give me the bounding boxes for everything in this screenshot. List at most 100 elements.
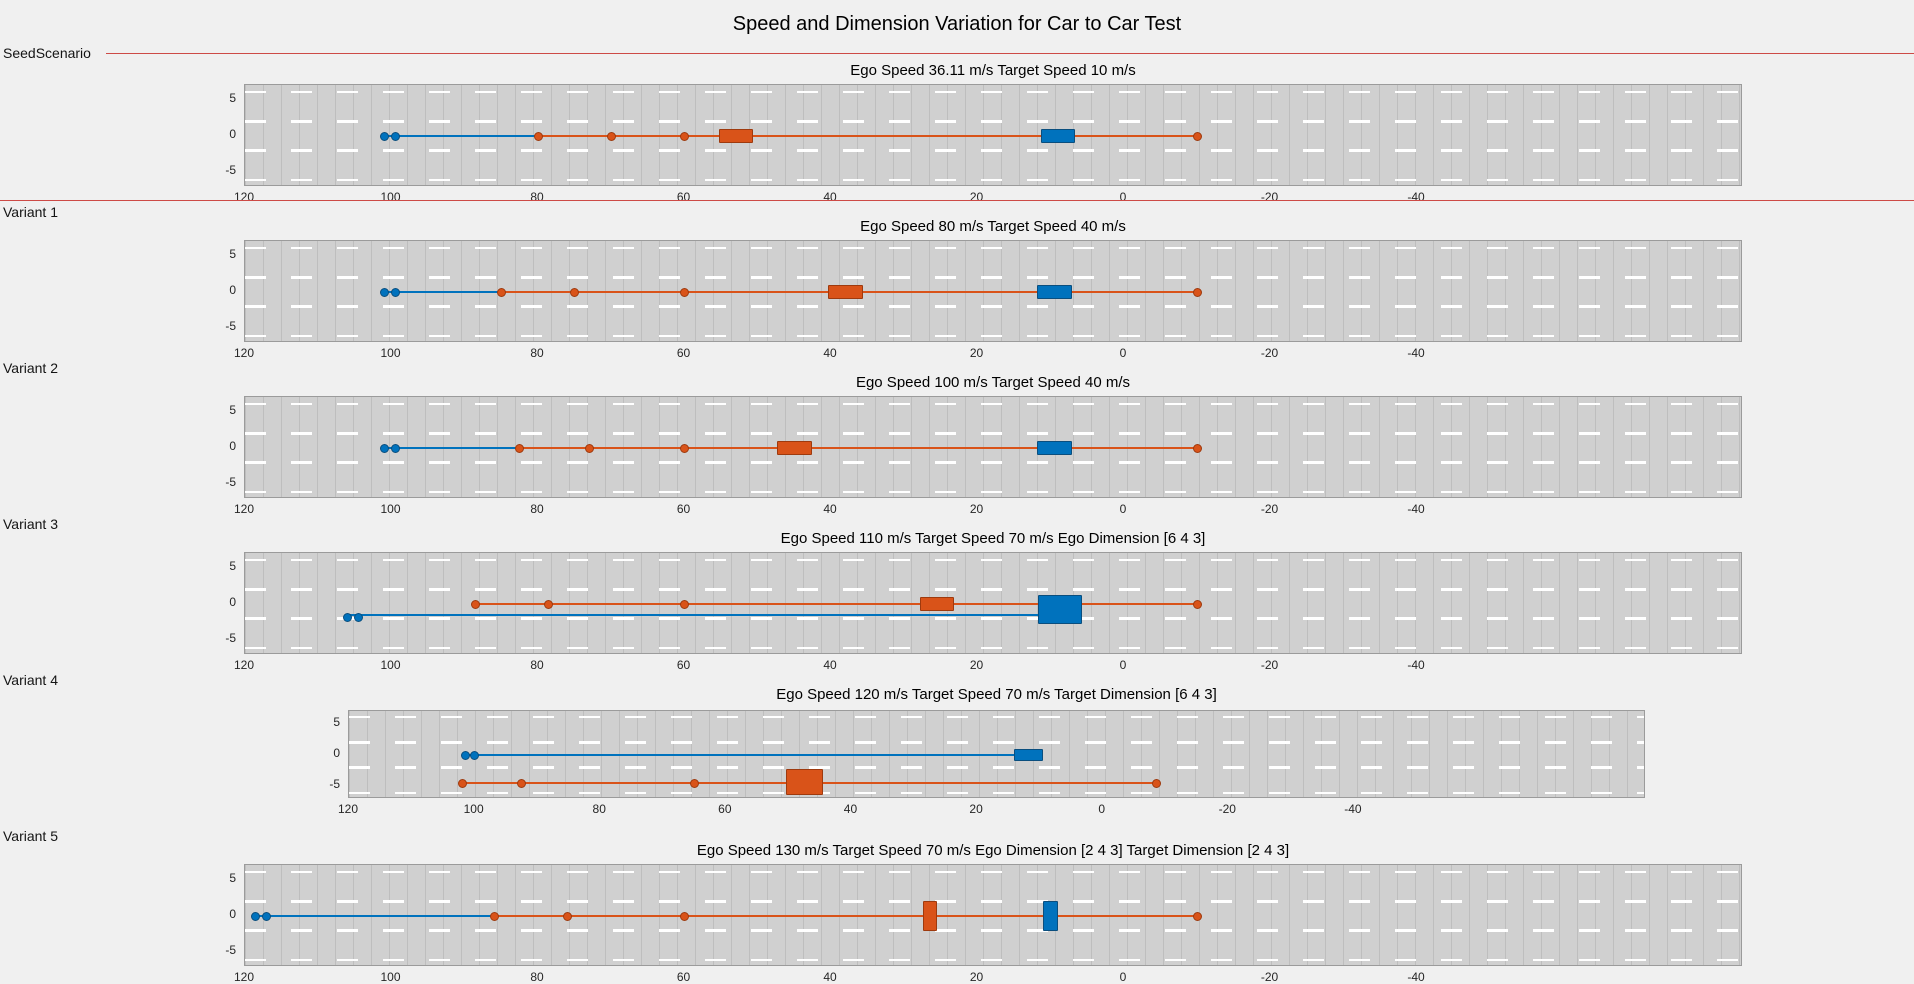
target-waypoint-dot bbox=[1192, 911, 1202, 921]
target-waypoint-dot bbox=[489, 911, 499, 921]
x-tick-label: 120 bbox=[233, 658, 255, 672]
target-waypoint-dot bbox=[606, 131, 616, 141]
x-tick-label: 0 bbox=[1119, 346, 1127, 360]
x-tick-label: -20 bbox=[1260, 970, 1279, 984]
x-tick-label: 80 bbox=[530, 346, 544, 360]
x-tick-label: 20 bbox=[969, 502, 984, 516]
x-tick-label: -40 bbox=[1344, 802, 1362, 816]
lane-marking bbox=[245, 617, 1741, 620]
target-waypoint-dot bbox=[584, 443, 594, 453]
x-tick-label: 120 bbox=[337, 802, 359, 816]
lane-marking bbox=[245, 305, 1741, 308]
ego-waypoint-dot bbox=[379, 443, 389, 453]
y-tick-label: 5 bbox=[229, 558, 236, 573]
ego-waypoint-dot bbox=[390, 287, 400, 297]
plot-title: Ego Speed 110 m/s Target Speed 70 m/s Eg… bbox=[780, 530, 1206, 547]
road-plot bbox=[244, 864, 1742, 966]
x-tick-label: 40 bbox=[843, 802, 858, 816]
x-tick-label: 20 bbox=[969, 346, 984, 360]
ego-waypoint-dot bbox=[470, 750, 480, 760]
target-vehicle bbox=[920, 597, 955, 611]
scenario-panel-2: Variant 2 Ego Speed 100 m/s Target Speed … bbox=[0, 356, 1914, 516]
lane-marking bbox=[245, 403, 1741, 406]
lane-marking bbox=[245, 276, 1741, 279]
y-tick-label: 0 bbox=[333, 746, 340, 760]
lane-marking bbox=[245, 900, 1741, 903]
x-tick-label: 60 bbox=[676, 502, 691, 516]
ego-waypoint-dot bbox=[379, 131, 389, 141]
road-plot bbox=[244, 396, 1742, 498]
x-tick-label: 0 bbox=[1119, 970, 1127, 984]
x-tick-label: -20 bbox=[1260, 502, 1279, 516]
x-tick-label: -40 bbox=[1407, 970, 1425, 984]
lane-marking bbox=[245, 929, 1741, 932]
target-waypoint-dot bbox=[457, 778, 467, 788]
target-waypoint-dot bbox=[680, 131, 689, 141]
ego-vehicle bbox=[1040, 129, 1076, 143]
section-label: Variant 5 bbox=[3, 828, 58, 844]
scenario-panel-4: Variant 4 Ego Speed 120 m/s Target Speed … bbox=[0, 668, 1914, 824]
target-waypoint-dot bbox=[570, 287, 580, 297]
ego-trajectory-line bbox=[347, 613, 1060, 616]
ego-waypoint-dot bbox=[390, 443, 400, 453]
target-waypoint-dot bbox=[680, 287, 689, 297]
ego-waypoint-dot bbox=[262, 911, 272, 921]
y-tick-label: 0 bbox=[229, 907, 236, 921]
x-tick-label: -40 bbox=[1407, 502, 1425, 516]
lane-marking bbox=[245, 646, 1741, 649]
x-tick-label: 0 bbox=[1098, 802, 1106, 816]
lane-marking bbox=[245, 247, 1741, 250]
x-tick-label: 40 bbox=[823, 970, 837, 984]
ego-waypoint-dot bbox=[251, 911, 261, 921]
ego-waypoint-dot bbox=[354, 612, 364, 622]
y-tick-label: -5 bbox=[225, 475, 236, 490]
y-tick-label: -5 bbox=[225, 163, 236, 178]
x-tick-label: 60 bbox=[676, 970, 691, 984]
target-vehicle bbox=[828, 285, 863, 299]
section-label: Variant 1 bbox=[3, 204, 58, 220]
lane-marking bbox=[245, 461, 1741, 464]
lane-marking bbox=[245, 432, 1741, 435]
x-tick-label: 40 bbox=[823, 346, 837, 360]
plot-title: Ego Speed 80 m/s Target Speed 40 m/s bbox=[860, 218, 1126, 235]
ego-vehicle bbox=[1043, 901, 1059, 931]
section-label: SeedScenario bbox=[3, 45, 91, 61]
section-separator-line bbox=[0, 200, 1914, 201]
plot-title: Ego Speed 100 m/s Target Speed 40 m/s bbox=[855, 374, 1131, 391]
ego-vehicle bbox=[1037, 441, 1072, 455]
section-label: Variant 2 bbox=[3, 360, 58, 376]
ego-vehicle bbox=[1013, 749, 1044, 761]
x-tick-label: 120 bbox=[233, 502, 255, 516]
x-tick-label: 80 bbox=[530, 658, 544, 672]
x-tick-label: 120 bbox=[233, 970, 255, 984]
target-trajectory-line bbox=[475, 603, 1198, 605]
x-tick-label: -40 bbox=[1407, 658, 1425, 672]
target-waypoint-dot bbox=[1192, 443, 1202, 453]
lane-marking bbox=[245, 91, 1741, 94]
x-tick-label: 60 bbox=[676, 658, 691, 672]
x-tick-label: -40 bbox=[1407, 346, 1425, 360]
target-vehicle bbox=[718, 129, 753, 143]
target-waypoint-dot bbox=[496, 287, 506, 297]
y-tick-label: 5 bbox=[229, 402, 236, 417]
y-tick-label: -5 bbox=[225, 319, 236, 334]
plot-title: Ego Speed 130 m/s Target Speed 70 m/s Eg… bbox=[696, 842, 1290, 859]
x-tick-label: 40 bbox=[823, 658, 837, 672]
x-tick-label: 20 bbox=[969, 658, 984, 672]
scenario-panel-1: Variant 1 Ego Speed 80 m/s Target Speed 4… bbox=[0, 200, 1914, 360]
target-waypoint-dot bbox=[562, 911, 572, 921]
plot-title: Ego Speed 36.11 m/s Target Speed 10 m/s bbox=[850, 62, 1136, 79]
figure-title: Speed and Dimension Variation for Car to… bbox=[732, 13, 1182, 35]
x-tick-label: 100 bbox=[380, 970, 401, 984]
x-tick-label: -20 bbox=[1260, 346, 1279, 360]
ego-waypoint-dot bbox=[379, 287, 389, 297]
lane-marking bbox=[245, 149, 1741, 152]
lane-marking bbox=[349, 741, 1644, 744]
x-tick-label: 20 bbox=[969, 802, 983, 816]
scenario-panel-0: SeedScenario Ego Speed 36.11 m/s Target S… bbox=[0, 44, 1914, 204]
ego-trajectory-line bbox=[465, 754, 1029, 756]
lane-marking bbox=[245, 178, 1741, 181]
lane-marking bbox=[245, 871, 1741, 874]
ego-vehicle bbox=[1037, 285, 1072, 299]
